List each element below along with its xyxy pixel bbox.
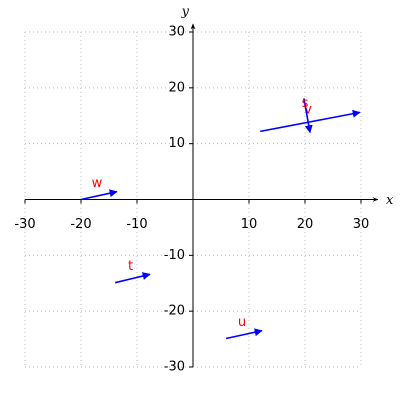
x-tick-label: 10: [241, 217, 258, 232]
vector-label: t: [128, 259, 133, 274]
x-tick-label: 20: [297, 217, 314, 232]
x-tick-label: 30: [353, 217, 370, 232]
vector-label: v: [304, 102, 312, 117]
y-tick-label: -10: [164, 248, 185, 263]
vector-arrow: [114, 272, 151, 284]
y-tick-label: -20: [164, 304, 185, 319]
y-tick-label: 20: [168, 80, 185, 95]
vector-label: w: [92, 176, 103, 191]
y-axis-label: y: [181, 5, 190, 20]
x-axis-label: x: [386, 193, 394, 208]
vector-label: u: [238, 315, 246, 330]
y-tick-label: 30: [168, 25, 185, 40]
x-tick-label: -10: [126, 217, 147, 232]
vector-label: s: [302, 96, 309, 111]
vector-arrow: [225, 328, 263, 340]
x-tick-label: -30: [14, 217, 35, 232]
vector-arrow: [303, 98, 313, 134]
y-tick-label: 10: [168, 136, 185, 151]
vector-arrow: [80, 189, 118, 201]
x-tick-label: -20: [70, 217, 91, 232]
y-tick-label: -30: [164, 360, 185, 375]
vector-arrow: [260, 109, 361, 133]
